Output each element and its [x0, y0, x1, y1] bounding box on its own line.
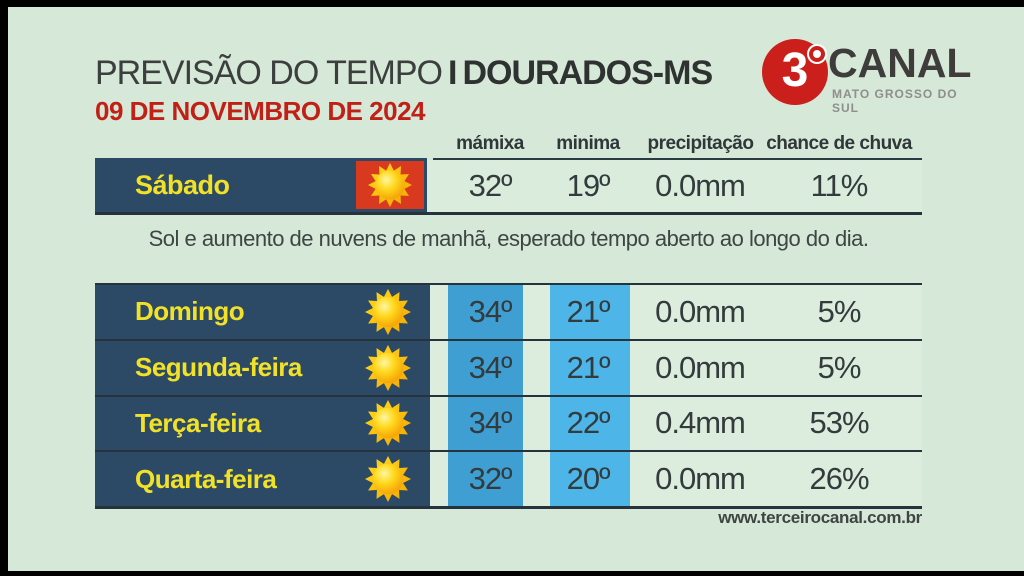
sun-icon-wrap: [365, 344, 411, 391]
today-rain-chance: 11%: [810, 168, 869, 203]
column-header-precipitation: precipitação: [647, 133, 754, 154]
header-underline: [433, 158, 922, 160]
logo-degree-icon: [809, 46, 825, 62]
day-panel: Quarta-feira: [95, 452, 430, 506]
max-temp: 34º: [468, 349, 513, 385]
min-temp: 20º: [566, 461, 611, 497]
title-separator: I: [448, 54, 458, 92]
today-row: Sábado 32º 19º 0.0mm 11%: [95, 158, 922, 215]
sun-icon-wrap: [365, 288, 411, 335]
rain-chance: 5%: [817, 293, 862, 329]
precipitation: 0.0mm: [655, 293, 746, 329]
max-temp: 32º: [468, 461, 513, 497]
sun-icon: [365, 456, 411, 503]
day-panel: Domingo: [95, 285, 430, 339]
title-text: PREVISÃO DO TEMPO: [95, 54, 443, 92]
rain-chance: 26%: [809, 461, 869, 497]
logo-region: MATO GROSSO DO SUL: [832, 87, 958, 115]
today-day-panel: Sábado: [95, 158, 353, 212]
precipitation: 0.0mm: [655, 349, 746, 385]
sun-icon: [368, 163, 412, 207]
website-url: www.terceirocanal.com.br: [718, 508, 922, 527]
day-label: Quarta-feira: [135, 463, 277, 494]
table-row: Domingo 34º 21º 0.0mm 5%: [95, 285, 922, 339]
table-row: Segunda-feira 34º 21º 0.0mm 5%: [95, 338, 922, 395]
rain-chance: 53%: [809, 405, 869, 441]
today-max-temp: 32º: [468, 168, 513, 203]
day-label: Segunda-feira: [135, 352, 302, 383]
sun-icon-wrap: [365, 400, 411, 447]
logo-name: CANAL: [828, 40, 972, 86]
day-label: Domingo: [135, 296, 245, 327]
max-temp: 34º: [468, 405, 513, 441]
today-min-temp: 19º: [566, 168, 611, 203]
min-temp: 21º: [566, 293, 611, 329]
forecast-date: 09 DE NOVEMBRO DE 2024: [95, 96, 426, 126]
min-temp: 21º: [566, 349, 611, 385]
column-header-max: mámixa: [456, 133, 524, 154]
logo-circle: 3: [762, 39, 828, 105]
logo-number: 3: [781, 44, 809, 97]
day-label: Terça-feira: [135, 407, 261, 438]
rain-chance: 5%: [817, 349, 862, 385]
channel-logo: 3 CANAL MATO GROSSO DO SUL: [752, 36, 971, 115]
table-row: Quarta-feira 32º 20º 0.0mm 26%: [95, 450, 922, 506]
sun-icon: [365, 400, 411, 447]
day-panel: Terça-feira: [95, 396, 430, 451]
column-header-min: minima: [556, 133, 620, 154]
min-temp: 22º: [566, 405, 611, 441]
forecast-summary: Sol e aumento de nuvens de manhã, espera…: [148, 226, 869, 251]
table-row: Terça-feira 34º 22º 0.4mm 53%: [95, 394, 922, 451]
day-panel: Segunda-feira: [95, 340, 430, 395]
today-icon-box: [353, 158, 427, 212]
max-temp: 34º: [468, 293, 513, 329]
column-header-rain-chance: chance de chuva: [766, 133, 912, 154]
forecast-table: Domingo 34º 21º 0.0mm 5% Segunda-feira 3…: [95, 283, 922, 509]
sun-icon-wrap: [365, 456, 411, 503]
page-title: PREVISÃO DO TEMPO I DOURADOS-MS: [95, 54, 713, 93]
precipitation: 0.4mm: [655, 405, 746, 441]
today-precipitation: 0.0mm: [655, 168, 746, 203]
sun-icon: [365, 344, 411, 391]
sun-icon: [365, 288, 411, 335]
today-day-label: Sábado: [135, 169, 230, 200]
today-values-panel: [427, 160, 922, 212]
precipitation: 0.0mm: [655, 461, 746, 497]
title-city: DOURADOS-MS: [462, 54, 713, 92]
